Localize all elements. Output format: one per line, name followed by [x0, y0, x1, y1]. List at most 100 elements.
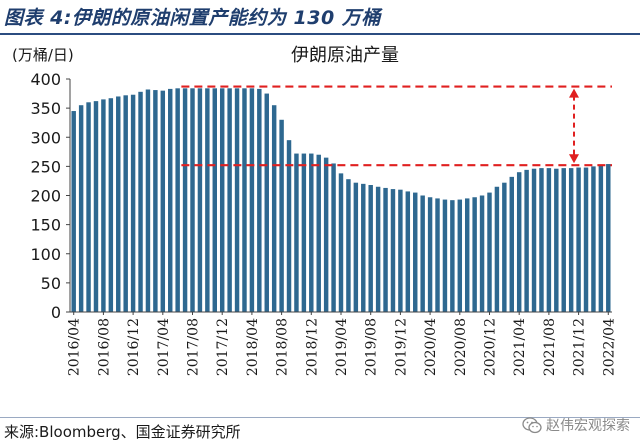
annotation-layer — [181, 85, 612, 167]
bar — [442, 199, 448, 312]
x-tick-label: 2016/08 — [96, 318, 112, 376]
bar — [71, 111, 76, 312]
bar — [130, 94, 136, 312]
bar — [271, 105, 277, 313]
y-tick-label: 300 — [30, 128, 61, 147]
bar — [353, 182, 359, 312]
y-tick-label: 200 — [30, 187, 61, 206]
bar — [464, 198, 470, 312]
bar — [338, 173, 344, 312]
bar — [301, 153, 307, 312]
bar — [375, 186, 381, 312]
bar — [227, 88, 232, 312]
bar — [279, 119, 284, 312]
y-axis-ticks: 0 50 100 150 200 250 300 350 400 — [30, 70, 70, 322]
x-tick-label: 2018/12 — [304, 318, 320, 376]
bar — [546, 168, 552, 312]
y-tick-label: 400 — [30, 70, 61, 89]
bar — [93, 101, 99, 312]
watermark: 赵伟宏观探索 — [522, 415, 630, 435]
bar — [361, 183, 366, 312]
x-tick-label: 2016/12 — [126, 318, 142, 376]
bar — [413, 192, 418, 312]
bar — [145, 89, 151, 313]
bar — [101, 99, 106, 312]
y-tick-label: 350 — [30, 99, 61, 118]
x-tick-label: 2017/12 — [215, 318, 231, 376]
x-tick-label: 2018/08 — [275, 318, 291, 376]
bar — [509, 176, 514, 312]
x-axis-ticks: 2016/04 2016/08 2016/12 2017/04 2017/08 2017/… — [67, 312, 617, 376]
arrow-head-up — [569, 88, 579, 98]
x-tick-label: 2017/04 — [156, 318, 172, 376]
title-rule — [0, 33, 640, 35]
figure-title: 图表 4:伊朗的原油闲置产能约为 130 万桶 — [4, 7, 381, 29]
bar — [554, 168, 559, 312]
bar — [175, 88, 180, 312]
x-tick-label: 2020/12 — [482, 318, 498, 376]
x-tick-label: 2019/12 — [393, 318, 409, 376]
bar — [116, 96, 121, 312]
y-tick-label: 250 — [30, 157, 61, 176]
bar — [435, 198, 440, 312]
bar — [568, 168, 574, 312]
x-tick-label: 2019/08 — [364, 318, 380, 376]
bar — [606, 164, 611, 312]
bar — [138, 91, 143, 312]
bar — [190, 88, 195, 312]
bar — [331, 163, 336, 312]
bar — [539, 168, 544, 312]
bar — [576, 167, 581, 312]
bar — [502, 182, 507, 312]
x-tick-label: 2021/08 — [542, 318, 558, 376]
x-tick-label: 2020/08 — [453, 318, 469, 376]
bar — [420, 195, 425, 312]
bar — [108, 98, 114, 312]
bar — [524, 169, 529, 312]
bar — [591, 166, 596, 313]
y-tick-label: 50 — [41, 274, 61, 293]
bar — [427, 197, 433, 312]
x-tick-label: 2017/08 — [186, 318, 202, 376]
bar — [583, 167, 589, 312]
x-tick-label: 2019/04 — [334, 318, 350, 376]
bar — [346, 179, 351, 312]
bar — [294, 153, 299, 312]
bar — [197, 88, 203, 312]
bar — [182, 88, 188, 312]
bar — [249, 88, 255, 312]
bar — [309, 153, 314, 312]
bar — [398, 189, 403, 312]
chart: (万桶/日) 伊朗原油产量 0 50 100 150 200 250 300 350 400 2… — [12, 45, 617, 376]
bar — [494, 186, 500, 312]
bar — [78, 105, 84, 313]
x-tick-label: 2016/04 — [67, 318, 83, 376]
bar — [531, 168, 537, 312]
bar — [242, 88, 247, 312]
x-tick-label: 2020/04 — [423, 318, 439, 376]
x-tick-label: 2018/04 — [245, 318, 261, 376]
source-note: 来源:Bloomberg、国金证券研究所 — [4, 423, 241, 441]
arrow-head-down — [569, 154, 579, 164]
bar — [219, 88, 225, 312]
y-tick-label: 100 — [30, 245, 61, 264]
watermark-text: 赵伟宏观探索 — [546, 418, 630, 434]
bar — [598, 164, 604, 312]
y-unit-label: (万桶/日) — [12, 46, 74, 64]
bar — [390, 189, 396, 312]
wechat-icon — [522, 416, 542, 433]
bar — [383, 187, 388, 312]
y-tick-label: 0 — [51, 303, 61, 322]
bar — [123, 95, 128, 312]
x-tick-label: 2022/04 — [601, 318, 617, 376]
footer-rule — [0, 417, 640, 418]
x-tick-label: 2021/12 — [572, 318, 588, 376]
bar — [487, 192, 492, 312]
bar — [368, 185, 373, 312]
bar — [286, 140, 292, 312]
bar — [472, 197, 477, 312]
y-tick-label: 150 — [30, 216, 61, 235]
bar — [405, 191, 411, 312]
bar — [457, 199, 463, 312]
bar — [316, 154, 321, 312]
